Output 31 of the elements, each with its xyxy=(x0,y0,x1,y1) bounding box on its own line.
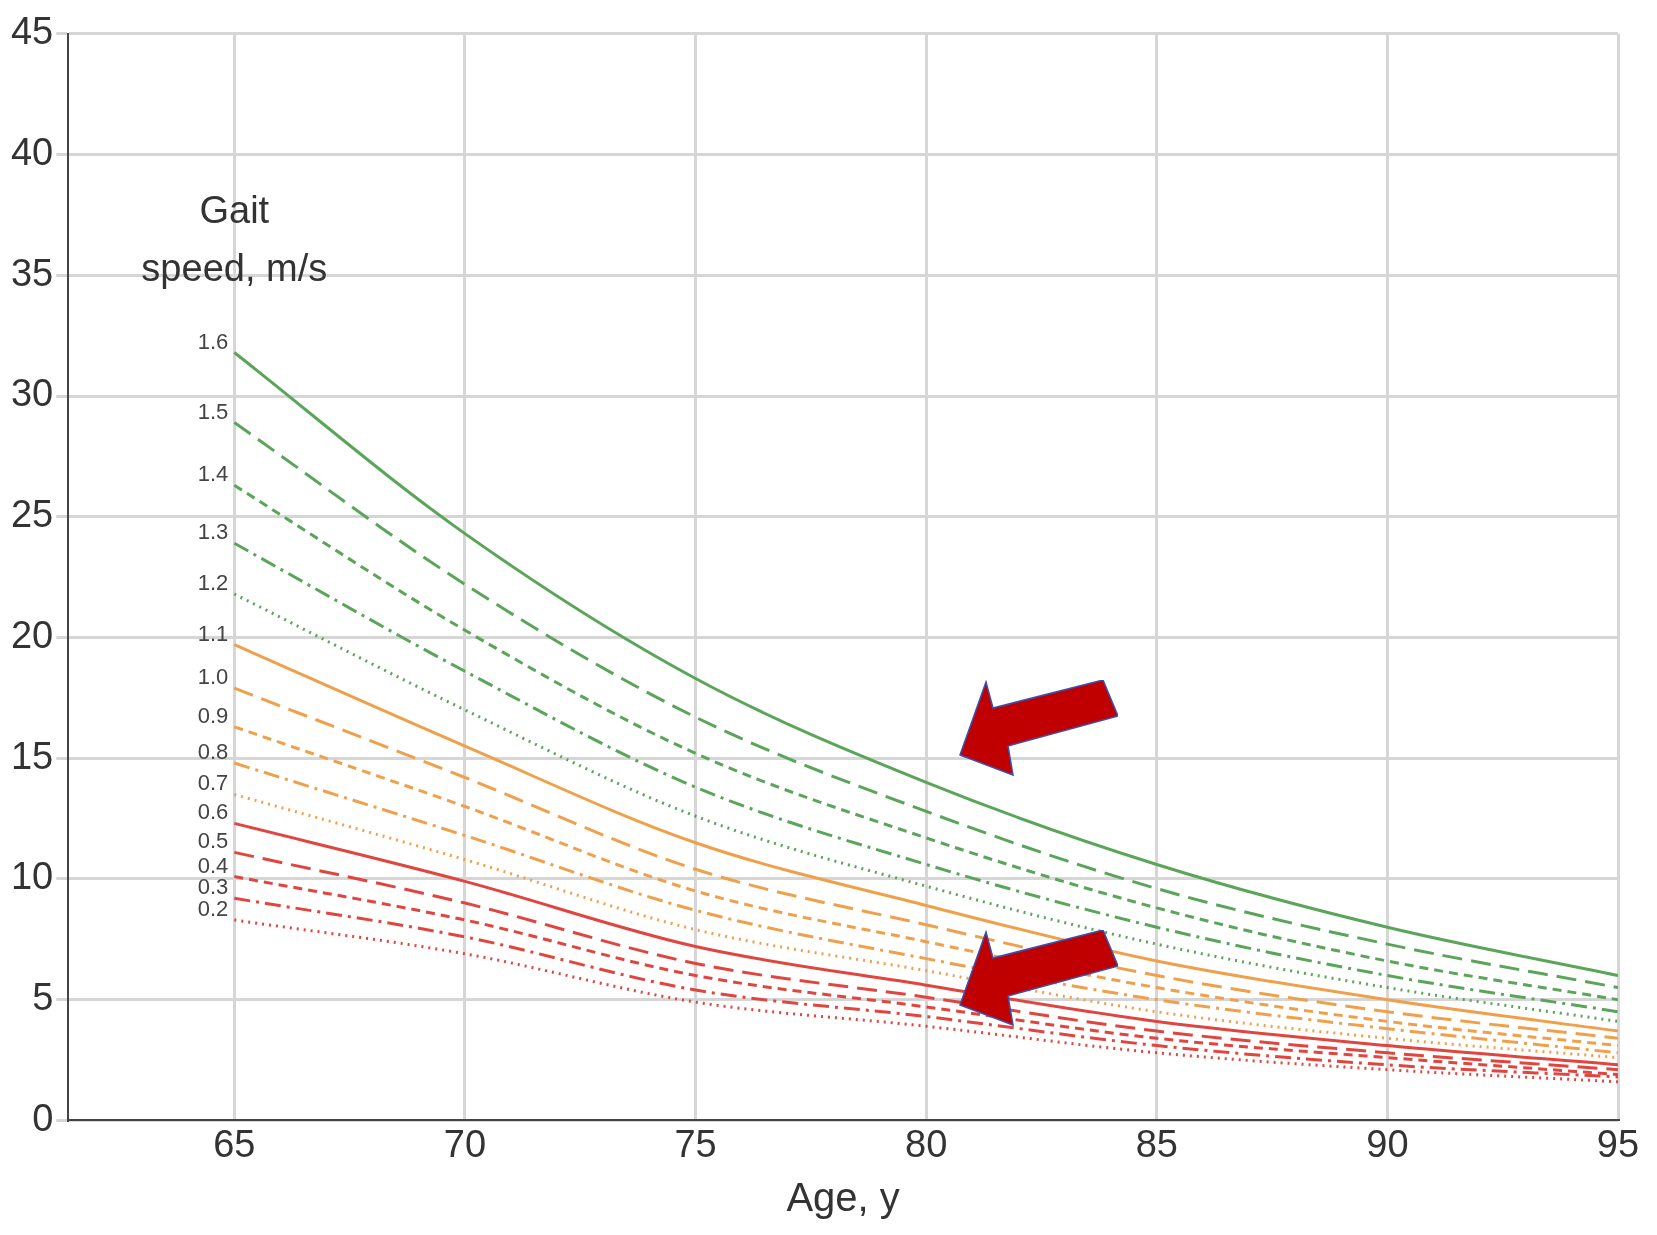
series-label: 0.8 xyxy=(197,739,229,765)
x-tick-label: 90 xyxy=(1366,1122,1409,1165)
x-axis-title: Age, y xyxy=(786,1175,900,1220)
y-tick-label: 30 xyxy=(10,372,54,415)
series-label: 1.0 xyxy=(197,664,229,690)
y-tick-label: 35 xyxy=(10,251,54,294)
series-label: 1.2 xyxy=(197,570,229,596)
y-tick-label: 5 xyxy=(32,976,54,1019)
x-tick-label: 85 xyxy=(1135,1122,1178,1165)
x-tick-label: 65 xyxy=(213,1122,256,1165)
series-label: 1.6 xyxy=(197,328,229,354)
series-label: 0.7 xyxy=(197,770,229,796)
y-tick-label: 15 xyxy=(10,734,54,777)
series-label: 1.4 xyxy=(197,461,229,487)
series-label: 0.9 xyxy=(197,702,229,728)
series-label: 0.5 xyxy=(197,828,229,854)
y-tick-label: 0 xyxy=(32,1096,54,1139)
x-tick-label: 70 xyxy=(443,1122,487,1165)
y-tick-label: 20 xyxy=(10,613,54,656)
legend-title: Gait speed, m/s xyxy=(141,188,328,289)
y-tick-label: 25 xyxy=(10,493,54,536)
x-tick-label: 80 xyxy=(905,1122,948,1165)
series-label: 1.3 xyxy=(197,519,229,545)
x-tick-label: 95 xyxy=(1596,1122,1640,1165)
y-tick-label: 40 xyxy=(10,131,54,174)
x-tick-label: 75 xyxy=(674,1122,717,1165)
y-tick-label: 10 xyxy=(10,855,54,898)
series-label: 0.6 xyxy=(197,799,229,825)
series-label: 1.1 xyxy=(197,620,229,646)
y-tick-label: 45 xyxy=(10,10,54,53)
series-label: 1.5 xyxy=(197,398,229,424)
